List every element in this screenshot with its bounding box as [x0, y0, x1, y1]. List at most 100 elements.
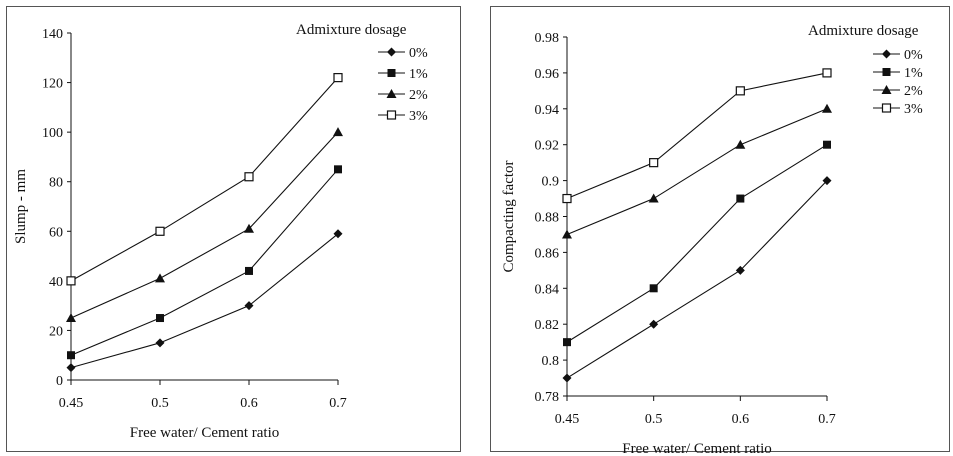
y-tick-label: 120 — [42, 77, 63, 92]
data-point — [66, 363, 76, 373]
data-point — [735, 265, 745, 275]
series-1 — [563, 140, 831, 347]
y-tick-label: 0.78 — [535, 390, 560, 405]
data-point — [563, 338, 571, 347]
series-0 — [66, 229, 343, 373]
series-line — [566, 144, 828, 343]
y-tick-label: 0.9 — [542, 175, 560, 190]
y-tick-label: 0 — [56, 374, 63, 389]
data-point — [245, 266, 253, 275]
series-0 — [562, 176, 832, 383]
legend-entry: 1% — [904, 66, 923, 81]
legend-entry: 2% — [904, 84, 923, 99]
series-line — [566, 72, 828, 200]
data-point — [244, 223, 254, 233]
x-tick-label: 0.5 — [151, 396, 169, 411]
data-point — [66, 276, 76, 286]
legend-marker — [881, 103, 892, 113]
data-point — [562, 229, 572, 239]
legend-marker — [386, 89, 397, 98]
data-point — [822, 176, 832, 186]
y-tick-label: 0.94 — [535, 103, 560, 118]
legend-marker — [387, 69, 396, 77]
legend-marker — [386, 110, 397, 120]
x-tick-label: 0.5 — [645, 412, 663, 427]
x-tick-label: 0.7 — [329, 396, 347, 411]
y-tick-label: 20 — [49, 324, 63, 339]
data-point — [648, 193, 659, 203]
legend-entry: 0% — [904, 48, 923, 63]
legend-marker — [387, 47, 396, 57]
legend-marker — [882, 68, 891, 76]
slump-chart-panel: 0 20 40 60 80 100 120 140 0.45 0.5 0.6 0.7 Free wate… — [6, 6, 461, 452]
y-tick-label: 80 — [49, 176, 63, 191]
data-point — [823, 140, 831, 149]
data-point — [735, 86, 745, 96]
y-tick-label: 0.82 — [535, 318, 560, 333]
y-axis-title: Slump - mm — [13, 169, 29, 244]
series-3 — [66, 73, 343, 286]
y-tick-label: 100 — [42, 126, 63, 141]
data-point — [822, 103, 832, 113]
series-line — [70, 131, 339, 319]
legend-title: Admixture dosage — [296, 22, 407, 38]
series-line — [70, 233, 339, 369]
data-point — [649, 284, 658, 293]
data-point — [156, 314, 164, 323]
data-point — [155, 226, 165, 236]
x-tick-label: 0.45 — [59, 396, 84, 411]
legend-marker — [881, 85, 892, 94]
y-tick-label: 0.84 — [535, 282, 560, 297]
y-tick-label: 0.8 — [542, 354, 560, 369]
x-axis-title: Free water/ Cement ratio — [130, 425, 280, 441]
x-tick-label: 0.45 — [555, 412, 580, 427]
slump-chart: 0 20 40 60 80 100 120 140 0.45 0.5 0.6 0.7 Free wate… — [13, 22, 428, 441]
legend-entry: 1% — [409, 67, 428, 82]
data-point — [649, 158, 659, 168]
data-point — [334, 165, 342, 174]
series-line — [70, 168, 339, 356]
y-tick-label: 0.96 — [535, 67, 560, 82]
data-point — [735, 139, 746, 149]
legend-entry: 2% — [409, 88, 428, 103]
data-point — [155, 338, 165, 348]
series-2 — [562, 103, 832, 239]
y-tick-label: 60 — [49, 225, 63, 240]
x-axis-title: Free water/ Cement ratio — [622, 441, 772, 456]
series-line — [566, 180, 828, 379]
data-point — [244, 301, 254, 311]
x-tick-label: 0.6 — [240, 396, 258, 411]
y-tick-label: 40 — [49, 275, 63, 290]
data-point — [562, 373, 572, 383]
data-point — [244, 172, 254, 182]
data-point — [736, 194, 745, 203]
x-tick-label: 0.7 — [818, 412, 836, 427]
legend-title: Admixture dosage — [808, 23, 919, 39]
series-1 — [67, 165, 342, 360]
data-point — [333, 229, 343, 239]
legend-entry: 3% — [409, 109, 428, 124]
series-line — [70, 77, 339, 282]
y-tick-label: 140 — [42, 27, 63, 42]
series-3 — [562, 68, 832, 204]
legend-marker — [882, 49, 891, 59]
series-line — [566, 108, 828, 235]
data-point — [562, 193, 572, 204]
data-point — [67, 351, 75, 360]
data-point — [66, 313, 76, 323]
data-point — [333, 73, 343, 83]
data-point — [333, 127, 343, 137]
x-tick-label: 0.6 — [732, 412, 750, 427]
legend-entry: 3% — [904, 102, 923, 117]
y-axis-title: Compacting factor — [501, 160, 517, 272]
data-point — [822, 68, 832, 78]
y-tick-label: 0.92 — [535, 139, 560, 154]
legend-entry: 0% — [409, 46, 428, 61]
data-point — [649, 319, 659, 329]
y-tick-label: 0.88 — [535, 211, 560, 226]
compacting-factor-chart: 0.78 0.8 0.82 0.84 0.86 0.88 0.9 0.92 0.94 0.96 0.… — [501, 23, 923, 456]
compacting-factor-chart-panel: 0.78 0.8 0.82 0.84 0.86 0.88 0.9 0.92 0.94 0.96 0.… — [490, 6, 950, 456]
series-2 — [66, 127, 343, 323]
data-point — [155, 273, 165, 283]
y-tick-label: 0.98 — [535, 31, 560, 46]
